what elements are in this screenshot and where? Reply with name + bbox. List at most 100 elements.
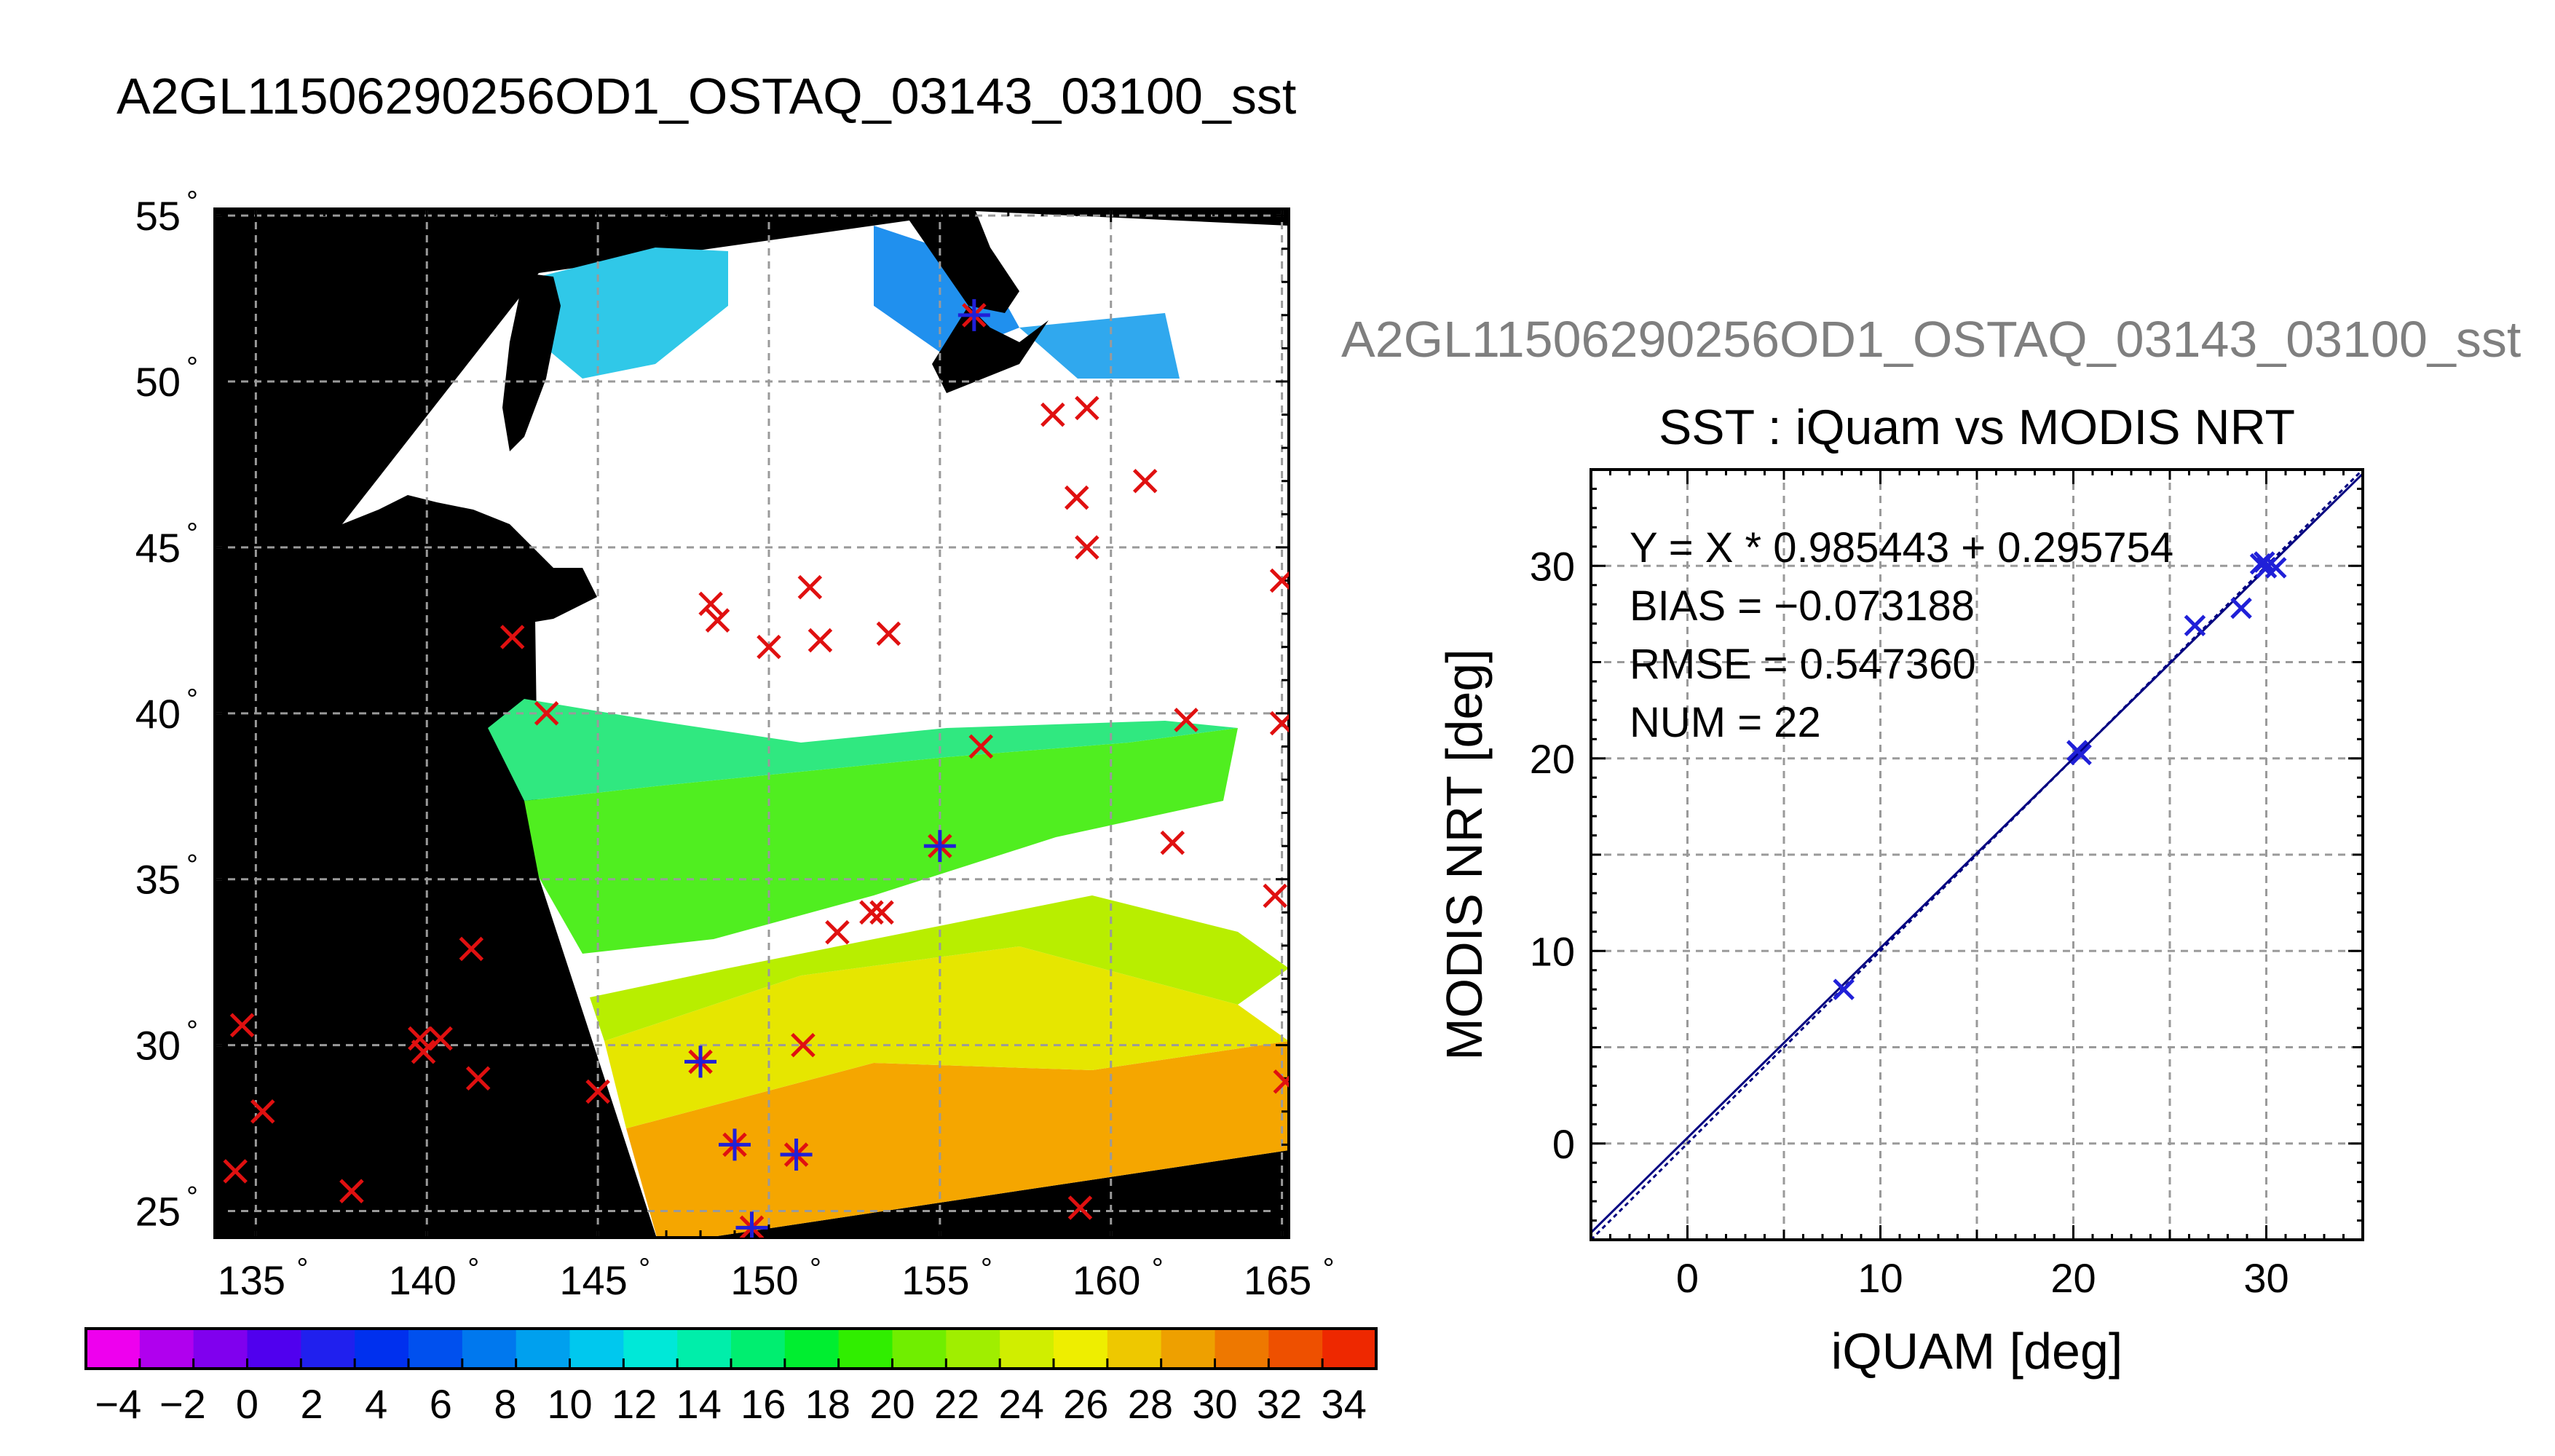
point-stroke [2070, 743, 2092, 766]
mark-stroke [499, 625, 525, 649]
mark-stroke [859, 900, 884, 925]
lat-label-value: 25 [135, 1189, 181, 1235]
stats-line: Y = X * 0.985443 + 0.295754 [1630, 524, 2173, 571]
mark-stroke [1174, 708, 1198, 732]
observation-x-mark [797, 574, 823, 600]
point-stroke [2230, 597, 2252, 620]
colorbar-label: 8 [494, 1381, 516, 1427]
lon-label-value: 165 [1244, 1257, 1311, 1303]
land-kamchatka [932, 306, 1049, 393]
lon-label-value: 145 [559, 1257, 627, 1303]
colorbar-label: 22 [934, 1381, 979, 1427]
scatter-point [2070, 743, 2092, 766]
mark-stroke [1064, 485, 1089, 510]
colorbar-segment [462, 1329, 517, 1369]
degree-mark: ° [810, 1253, 821, 1285]
mark-stroke [698, 591, 723, 617]
x-tick-labels: 0 10 20 30 [1676, 1255, 2289, 1301]
sst-region-teal [488, 699, 1238, 801]
lon-label-value: 135 [218, 1257, 285, 1303]
observation-x-mark [465, 1066, 491, 1091]
point-stroke [2254, 551, 2275, 573]
colorbar-segment [1000, 1329, 1054, 1369]
scatter-point [2264, 557, 2287, 579]
mark-stroke [223, 1159, 248, 1184]
observation-x-mark [1075, 395, 1099, 421]
colorbar-label: −4 [95, 1381, 141, 1427]
colorbar-segment [193, 1329, 248, 1369]
observation-x-mark [1269, 568, 1289, 593]
point-stroke [2184, 614, 2206, 637]
colorbar-label: 26 [1063, 1381, 1108, 1427]
y-tick-labels: 0 10 20 30 [1530, 543, 1575, 1167]
degree-mark: ° [186, 684, 198, 716]
x-tick-label: 20 [2050, 1255, 2096, 1301]
point-stroke [2255, 557, 2278, 579]
mark-stroke [825, 919, 850, 945]
point-stroke [1833, 978, 1855, 1000]
colorbar-label: 14 [676, 1381, 722, 1427]
colorbar-segment [355, 1329, 409, 1369]
lon-label: 140 ° [389, 1253, 480, 1303]
colorbar-segment [731, 1329, 786, 1369]
colorbar [84, 1327, 1378, 1370]
mark-stroke [411, 1039, 436, 1064]
mark-stroke [968, 734, 993, 759]
lat-label: 30 ° [135, 1016, 198, 1069]
observation-x-mark [876, 621, 901, 646]
lon-label: 135 ° [218, 1253, 309, 1303]
colorbar-segment [139, 1329, 194, 1369]
observation-x-mark [223, 1159, 248, 1184]
colorbar-segment [569, 1329, 624, 1369]
mark-stroke [1269, 571, 1289, 593]
colorbar-label: 12 [612, 1381, 657, 1427]
map-grid [215, 209, 1289, 1238]
mark-stroke [757, 634, 781, 660]
observation-x-mark [499, 625, 525, 649]
mark-stroke [250, 1099, 275, 1124]
observation-x-mark [585, 1079, 610, 1104]
mark-stroke [1075, 535, 1099, 560]
matched-plus-mark [923, 830, 956, 863]
mark-stroke [465, 1066, 491, 1091]
lon-label: 160 ° [1073, 1253, 1164, 1303]
lat-label: 35 ° [135, 850, 198, 903]
lat-label-value: 55 [135, 193, 181, 239]
sst-region-cyan-north [539, 248, 728, 379]
observation-x-mark [250, 1099, 275, 1124]
y-tick-label: 20 [1530, 736, 1575, 782]
colorbar-segment [892, 1329, 947, 1369]
mark-stroke [459, 936, 484, 962]
lat-label: 50 ° [135, 352, 198, 405]
y-axis-label: MODIS NRT [deg] [1436, 649, 1493, 1060]
lat-label-value: 45 [135, 525, 181, 571]
colorbar-label: 4 [365, 1381, 387, 1427]
observation-x-mark [534, 701, 559, 726]
colorbar-segment [1215, 1329, 1269, 1369]
observation-x-mark [807, 628, 833, 653]
observation-x-mark [757, 634, 781, 660]
sst-region-blue-east [1019, 313, 1180, 379]
point-stroke [2264, 557, 2287, 579]
matched-plus-mark [957, 298, 990, 331]
mark-stroke [339, 1179, 364, 1203]
lat-label-value: 40 [135, 691, 181, 737]
matched-plus-mark [780, 1139, 813, 1171]
colorbar-segment [1054, 1329, 1108, 1369]
secondary-title: A2GL11506290256OD1_OSTAQ_03143_03100_sst [1341, 311, 2522, 368]
colorbar-label: 28 [1128, 1381, 1173, 1427]
mark-stroke [1273, 1075, 1289, 1094]
degree-mark: ° [1152, 1253, 1164, 1285]
scatter-plot: SST : iQuam vs MODIS NRT 0 10 20 30 0 10 20 30… [1436, 400, 2364, 1380]
scatter-point [1833, 978, 1855, 1000]
sst-region-green [524, 728, 1238, 954]
colorbar-labels: −4 −2 0 2 4 6 8 10 12 14 16 18 20 22 24 26 28 30 32 34 [95, 1381, 1366, 1427]
degree-mark: ° [186, 518, 198, 550]
scatter-point [2184, 614, 2206, 637]
lat-label: 55 ° [135, 186, 198, 239]
colorbar-segment [623, 1329, 678, 1369]
mark-stroke [585, 1079, 610, 1104]
colorbar-label: 18 [805, 1381, 850, 1427]
observation-x-mark [1067, 1195, 1093, 1220]
